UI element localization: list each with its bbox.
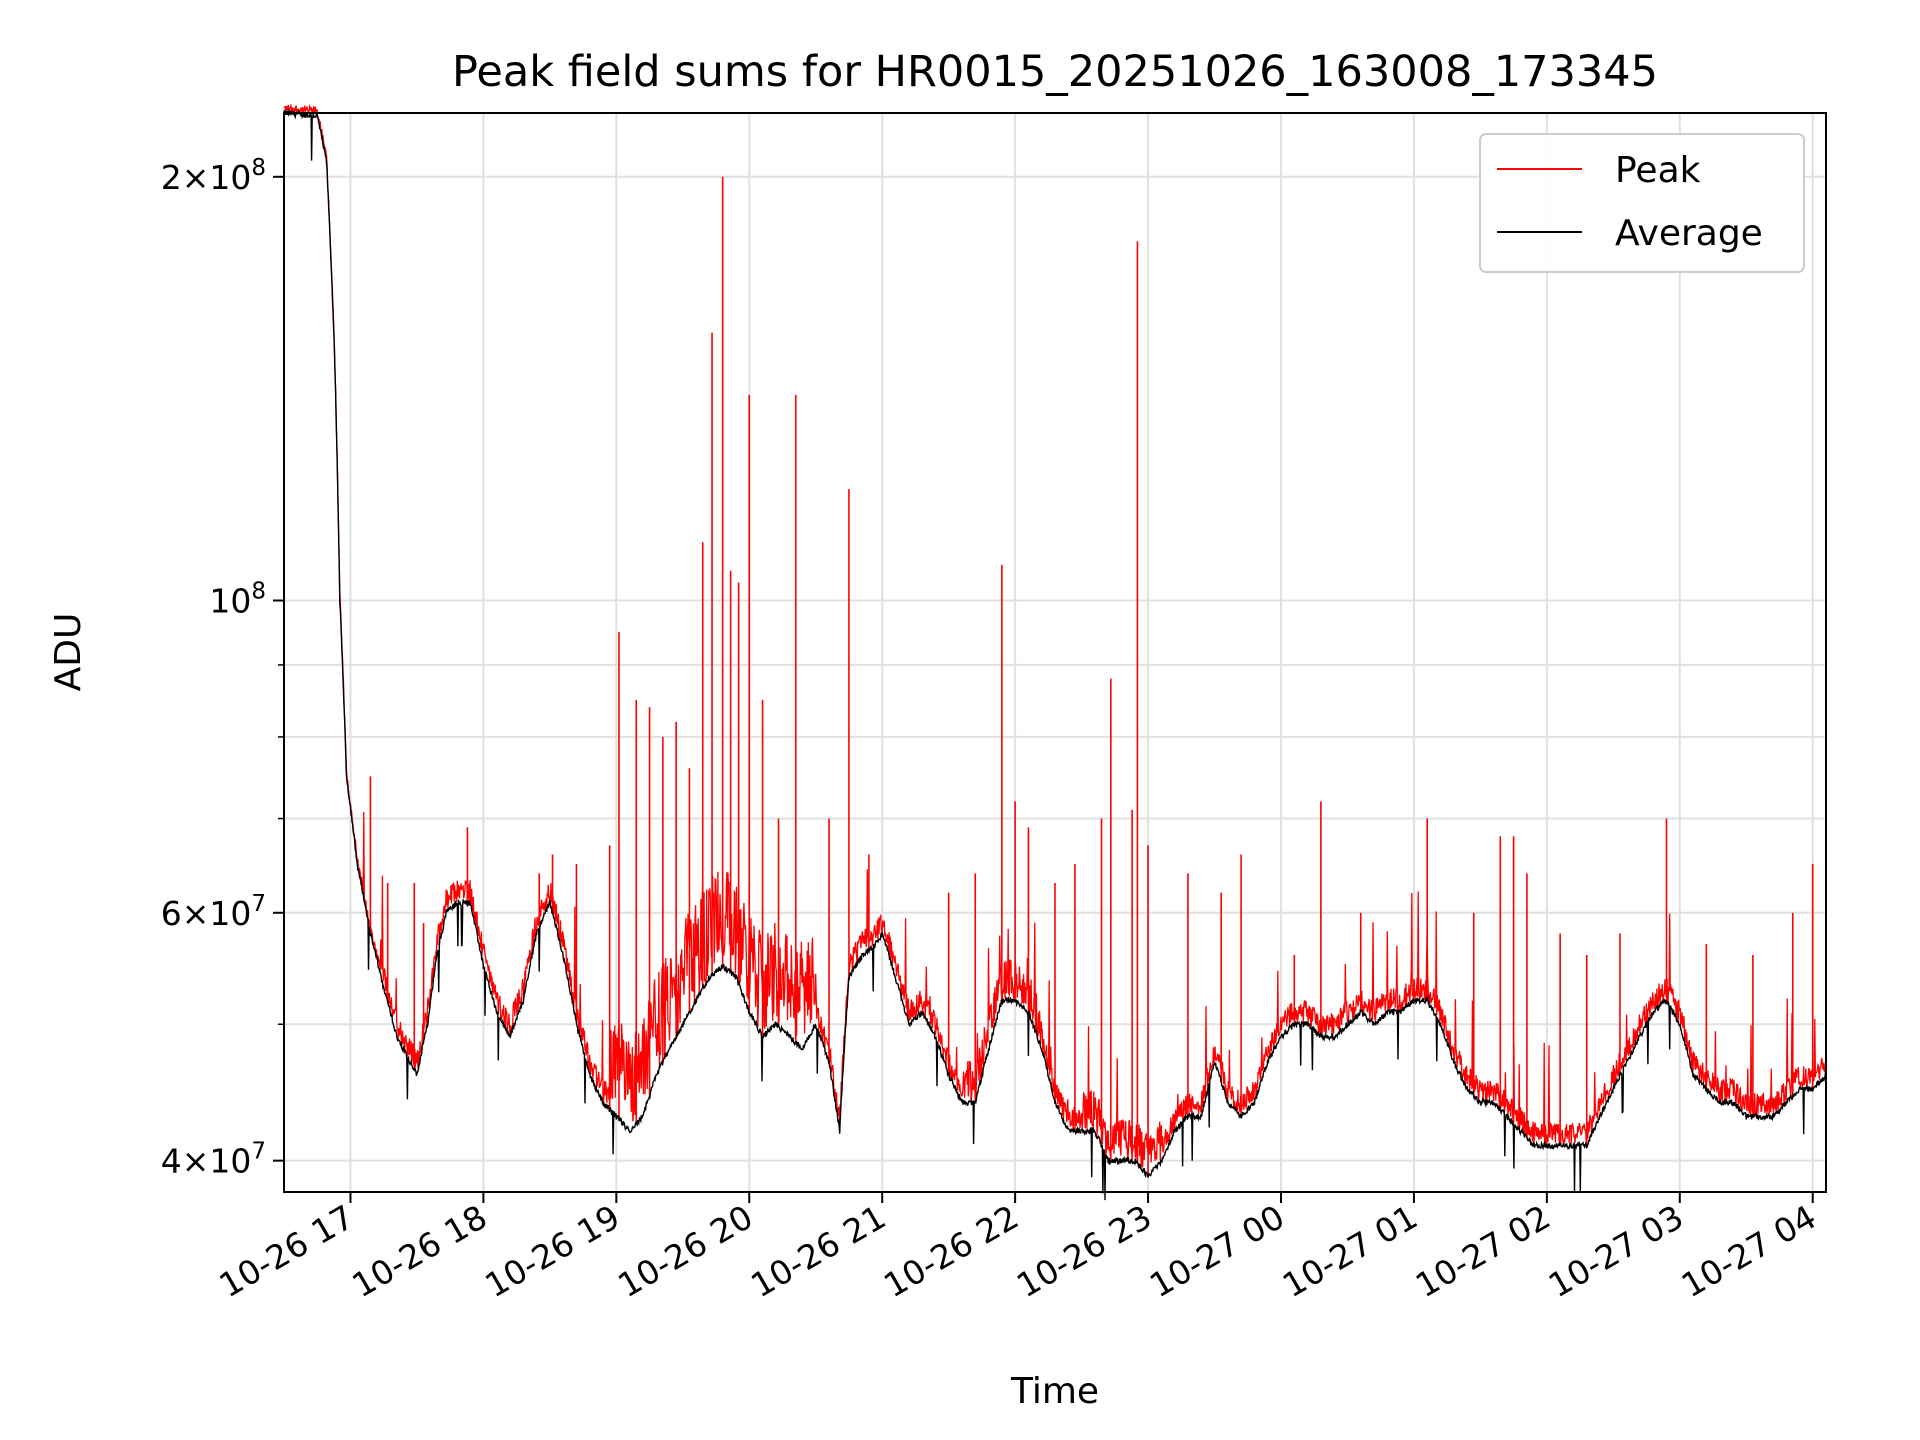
- y-tick-label: 6×107: [161, 891, 266, 933]
- x-tick-label: 10-26 22: [877, 1197, 1025, 1305]
- peak-series: [283, 103, 1827, 1177]
- legend-peak-label: Peak: [1615, 150, 1701, 191]
- x-tick-label: 10-26 21: [744, 1197, 892, 1305]
- y-tick-label: 108: [209, 579, 266, 621]
- y-axis-ticks: 4×107 6×107 108 2×108: [161, 155, 284, 1181]
- x-tick-label: 10-26 23: [1010, 1197, 1158, 1305]
- x-tick-label: 10-26 17: [212, 1197, 360, 1305]
- x-tick-label: 10-26 18: [345, 1197, 493, 1305]
- x-tick-label: 10-27 04: [1675, 1197, 1823, 1305]
- x-tick-label: 10-27 01: [1276, 1197, 1424, 1305]
- average-series: [283, 109, 1827, 1201]
- x-axis-label: Time: [1010, 1371, 1099, 1412]
- x-tick-label: 10-27 00: [1143, 1197, 1291, 1305]
- x-tick-label: 10-27 03: [1542, 1197, 1690, 1305]
- y-axis-label: ADU: [48, 613, 89, 692]
- x-tick-label: 10-26 19: [478, 1197, 626, 1305]
- x-tick-label: 10-27 02: [1409, 1197, 1557, 1305]
- average-line: [283, 109, 1827, 1201]
- legend: Peak Average: [1479, 133, 1805, 273]
- x-tick-label: 10-26 20: [611, 1197, 759, 1305]
- y-tick-label: 4×107: [161, 1139, 266, 1181]
- chart-title: Peak field sums for HR0015_20251026_1630…: [452, 47, 1658, 97]
- y-tick-label: 2×108: [161, 155, 266, 197]
- legend-average-label: Average: [1615, 213, 1763, 254]
- plot-frame: [283, 112, 1827, 1193]
